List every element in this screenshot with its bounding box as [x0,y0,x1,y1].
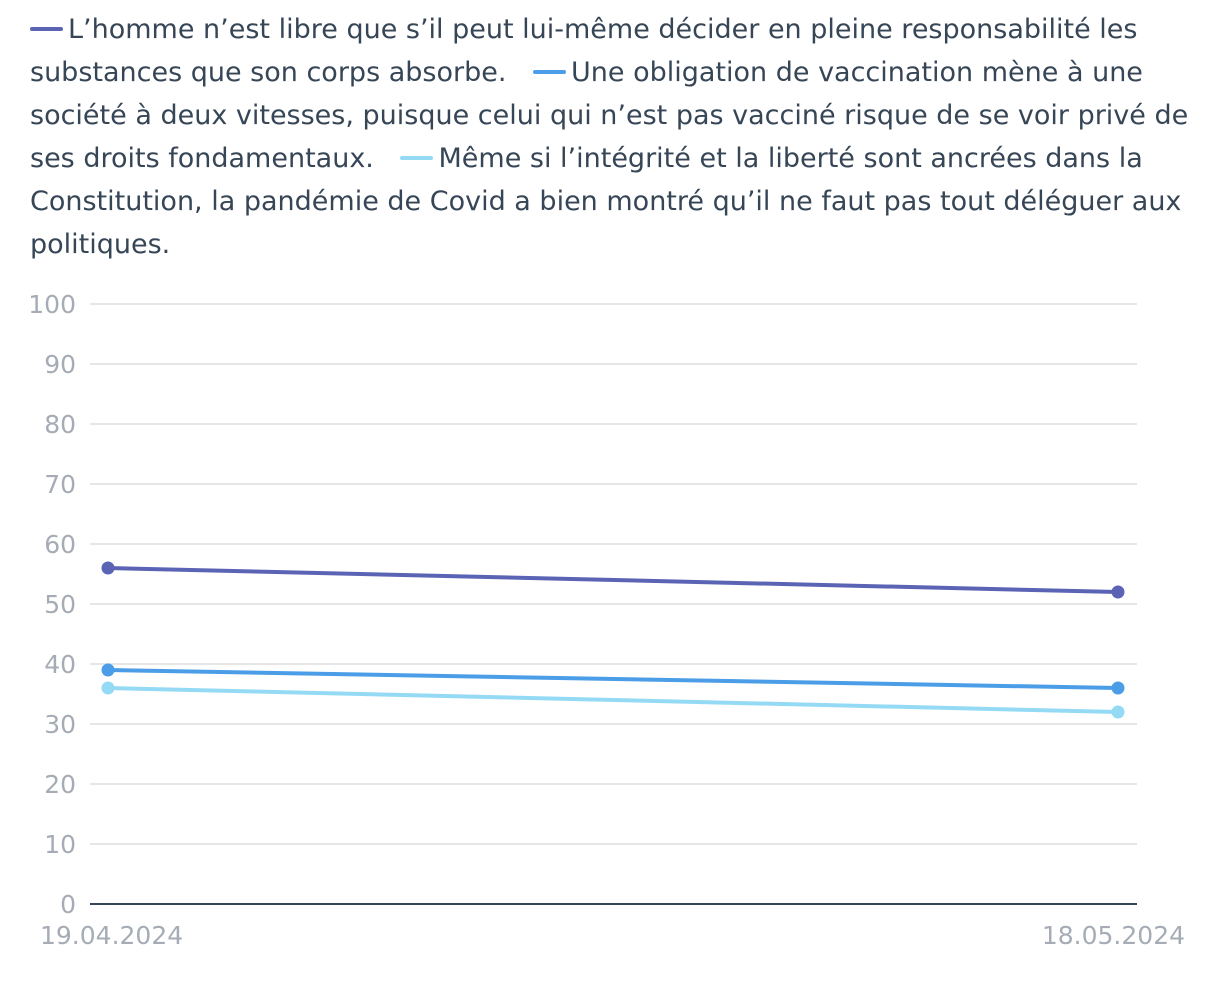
legend-item-series-3[interactable]: Même si l’intégrité et la liberté sont a… [30,143,1181,260]
y-tick-label-60: 60 [44,530,76,559]
series-line-1 [106,566,1120,594]
x-tick-label-1: 19.04.2024 [40,921,183,950]
y-tick-label-20: 20 [44,770,76,799]
series-line-2 [106,668,1120,690]
series-2-point-2[interactable] [1111,681,1125,695]
y-tick-label-70: 70 [44,470,76,499]
y-tick-label-30: 30 [44,710,76,739]
legend-label-series-3: Même si l’intégrité et la liberté sont a… [30,143,1182,260]
series-line-3 [106,686,1120,714]
series-1-point-2[interactable] [1111,585,1125,599]
y-tick-label-100: 100 [28,290,76,319]
legend-swatch-series-3 [400,155,434,160]
x-axis-tick-labels: 19.04.2024 18.05.2024 [40,921,1185,950]
y-tick-label-50: 50 [44,590,76,619]
legend-item-series-1[interactable]: L’homme n’est libre que s’il peut lui-mê… [30,14,1137,88]
y-tick-label-40: 40 [44,650,76,679]
series-3-point-2[interactable] [1111,705,1125,719]
x-tick-label-2: 18.05.2024 [1042,921,1185,950]
y-axis-tick-labels: 0 10 20 30 40 50 60 70 80 90 100 [28,290,76,919]
y-tick-label-80: 80 [44,410,76,439]
gridlines [90,303,1137,845]
series-1-point-1[interactable] [101,561,115,575]
y-tick-label-10: 10 [44,830,76,859]
legend-label-series-1: L’homme n’est libre que s’il peut lui-mê… [30,14,1138,88]
legend-label-series-2: Une obligation de vaccination mène à une… [30,57,1189,174]
series-2-point-1[interactable] [101,663,115,677]
legend-swatch-series-1 [30,26,63,31]
legend-item-series-2[interactable]: Une obligation de vaccination mène à une… [30,57,1188,174]
legend-swatch-series-2 [533,69,567,74]
series-3-point-1[interactable] [101,681,115,695]
chart-legend: L’homme n’est libre que s’il peut lui-mê… [30,8,1195,266]
y-tick-label-90: 90 [44,350,76,379]
y-tick-label-0: 0 [60,890,76,919]
series-lines [101,561,1125,719]
